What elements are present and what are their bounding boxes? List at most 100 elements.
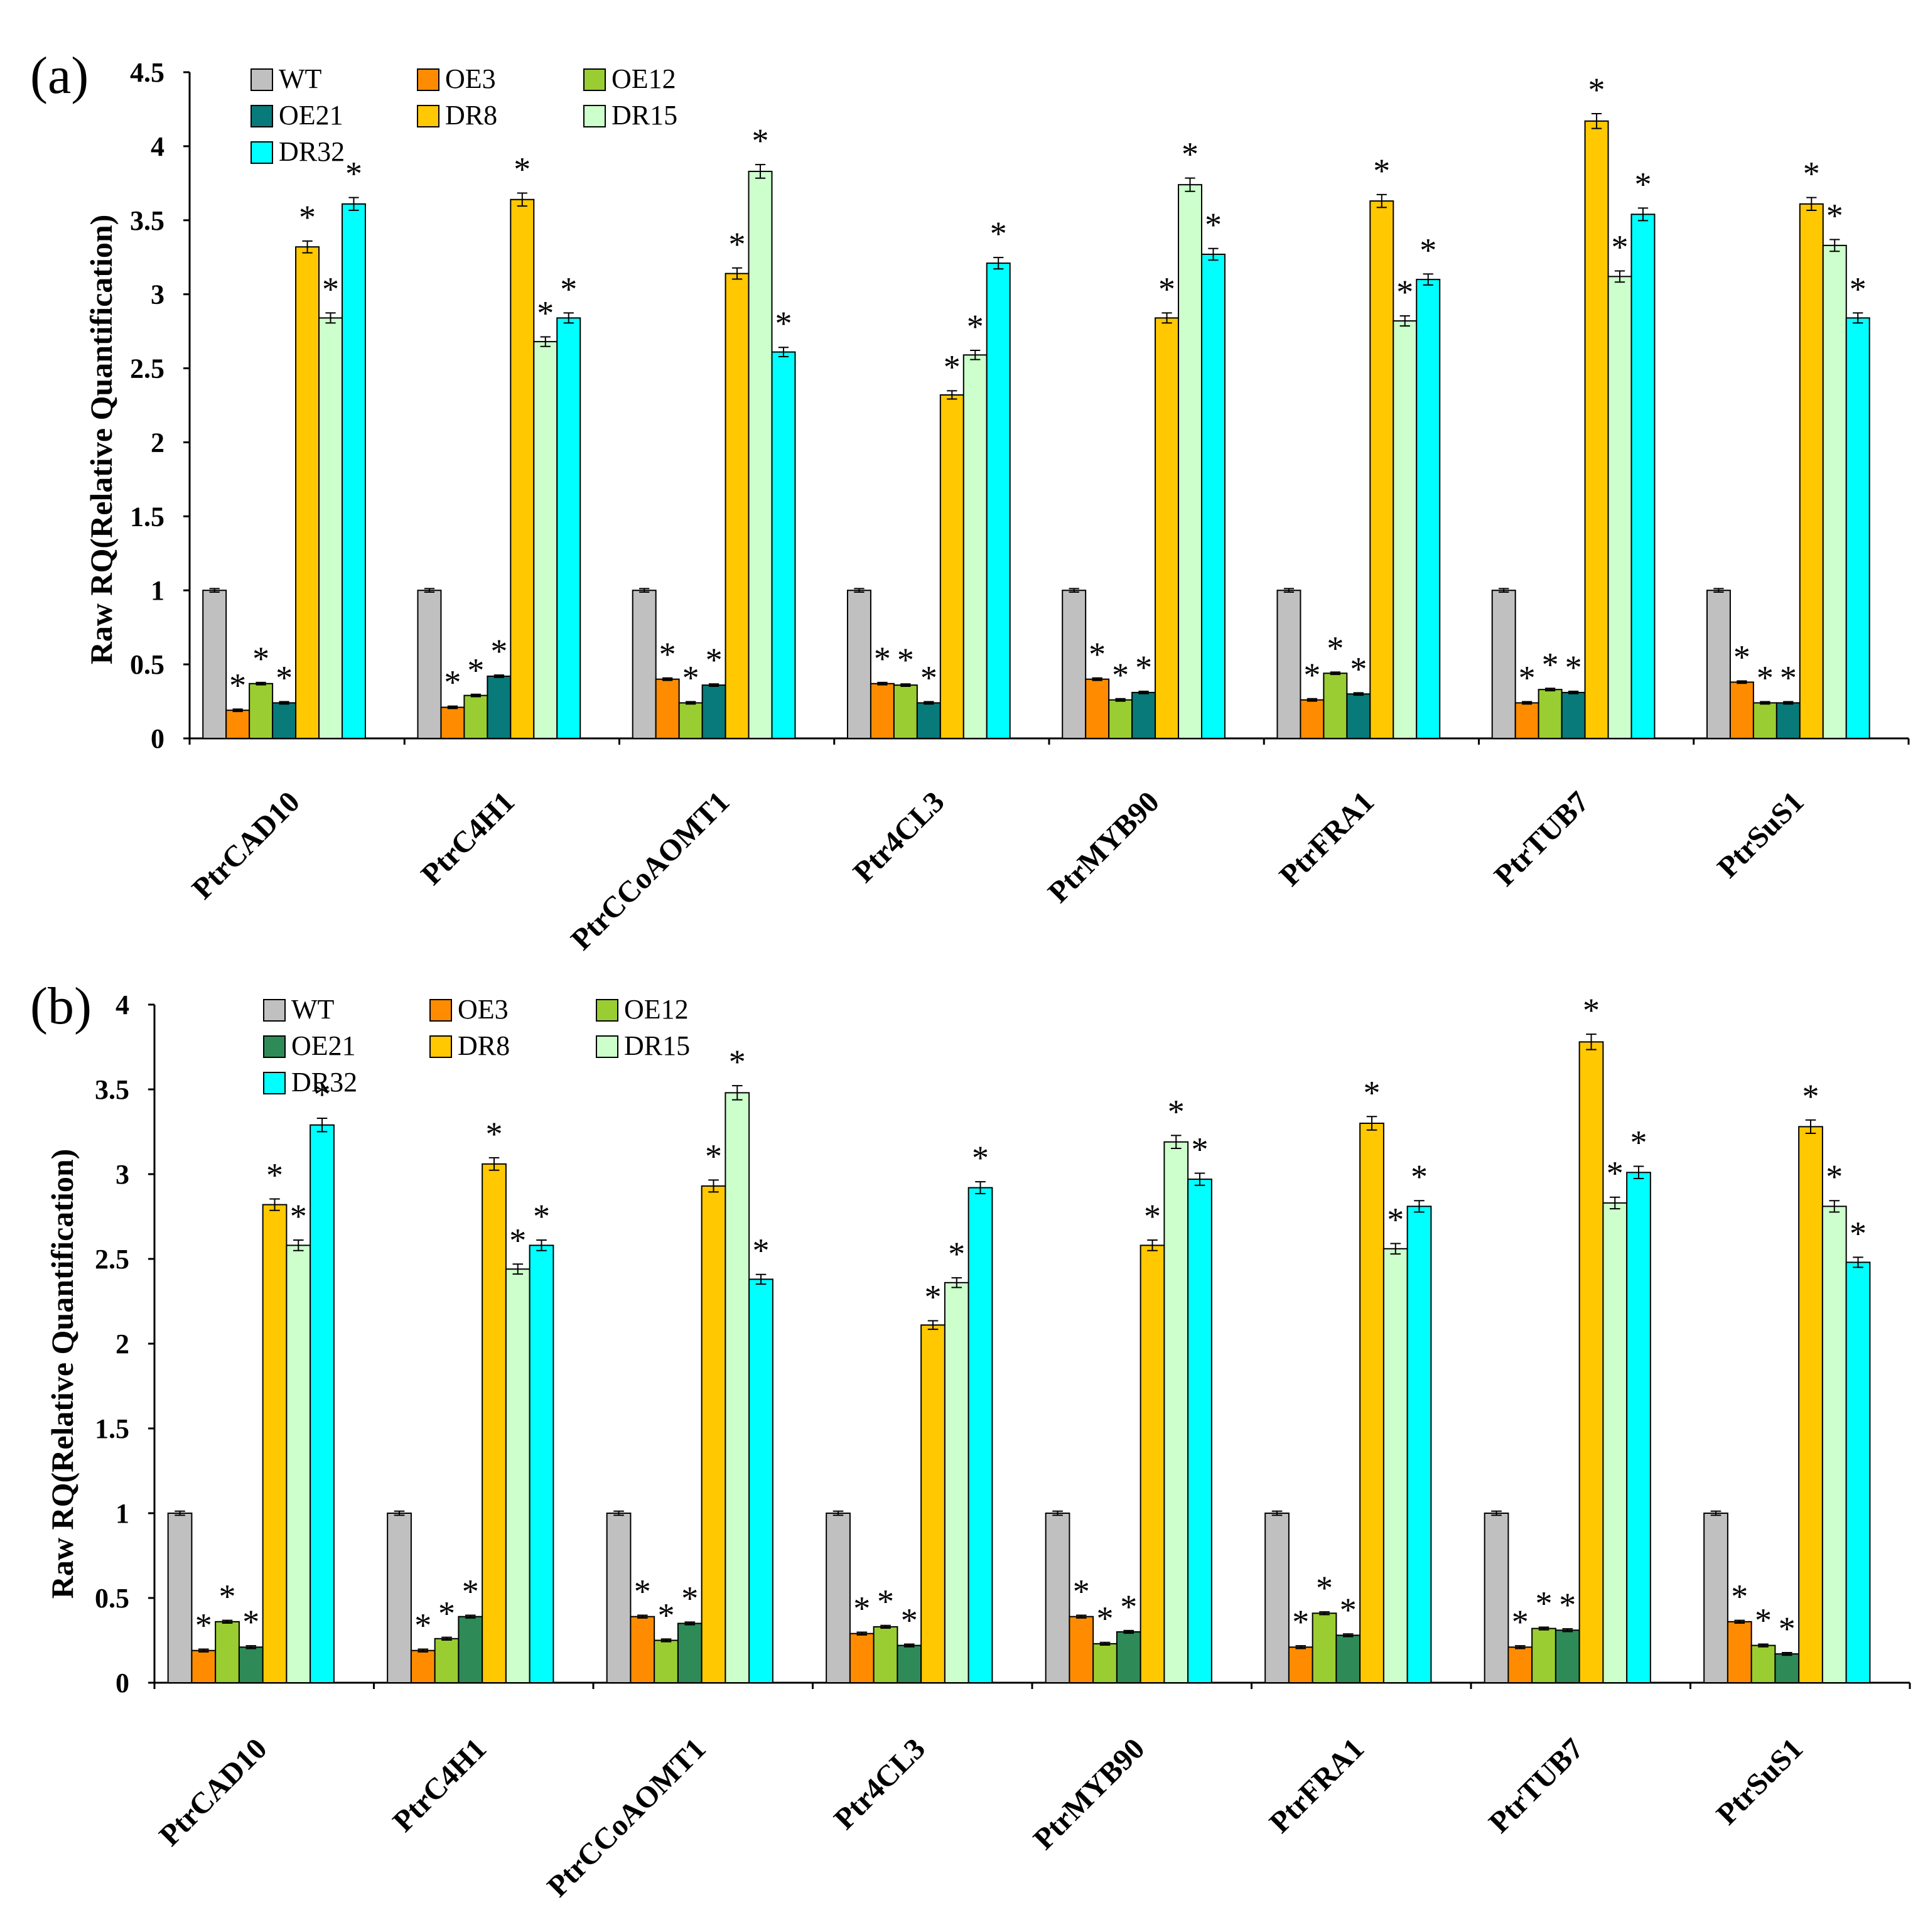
significance-marker-b: * (1073, 1573, 1090, 1611)
x-category-label-a: PtrSuS1 (1711, 785, 1810, 884)
bar-b-DR8-PtrTUB7 (1578, 1041, 1604, 1683)
bar-b-DR32-PtrTUB7 (1626, 1172, 1651, 1683)
bar-a-OE12-PtrTUB7 (1538, 689, 1563, 740)
y-tick-label-a: 0 (151, 723, 164, 754)
significance-marker-a: * (1205, 206, 1222, 244)
x-category-label-b: PtrC4H1 (387, 1732, 493, 1838)
chart-b-svg: (b) Raw RQ(Relative Quantification) 0 0.5 1 1… (30, 977, 1911, 1903)
y-tick-label-a: 2 (151, 427, 164, 458)
bar-a-DR8-PtrFRA1 (1369, 200, 1394, 740)
significance-marker-a: * (1350, 650, 1367, 688)
significance-marker-b: * (853, 1590, 870, 1627)
bar-a-DR15-PtrTUB7 (1607, 276, 1632, 739)
significance-marker-b: * (242, 1603, 259, 1641)
bar-a-WT-PtrCCoAOMT1 (632, 590, 657, 739)
legend-label-b-DR32: DR32 (291, 1067, 357, 1098)
legend-swatch-a-DR32 (251, 141, 273, 164)
bar-a-DR15-PtrMYB90 (1178, 184, 1202, 739)
significance-marker-b: * (1192, 1130, 1209, 1168)
significance-marker-a: * (1420, 231, 1436, 269)
panel-label-b: (b) (30, 977, 92, 1035)
bar-a-DR32-PtrCCoAOMT1 (771, 351, 796, 739)
significance-marker-a: * (560, 270, 577, 308)
y-tick-label-b: 4 (116, 990, 129, 1020)
bar-a-DR8-PtrCCoAOMT1 (725, 273, 750, 739)
significance-marker-a: * (322, 270, 339, 308)
significance-marker-b: * (925, 1278, 942, 1315)
bar-b-DR8-PtrCAD10 (262, 1204, 288, 1684)
y-tick-label-a: 1.5 (130, 501, 164, 532)
bar-b-WT-PtrTUB7 (1484, 1513, 1509, 1683)
bar-b-OE12-PtrFRA1 (1312, 1612, 1337, 1684)
significance-marker-a: * (1519, 659, 1536, 697)
bar-b-DR32-PtrC4H1 (529, 1244, 554, 1683)
bar-b-DR15-PtrFRA1 (1382, 1248, 1408, 1683)
x-category-label-b: PtrMYB90 (1027, 1732, 1151, 1856)
bar-b-OE12-PtrMYB90 (1092, 1643, 1118, 1684)
bar-a-DR32-PtrSuS1 (1845, 317, 1870, 739)
significance-marker-b: * (266, 1156, 283, 1194)
significance-marker-a: * (1826, 197, 1843, 234)
legend-swatch-b-DR8 (429, 1035, 452, 1058)
bar-b-OE21-PtrTUB7 (1554, 1629, 1580, 1684)
bar-a-OE3-Ptr4CL3 (870, 683, 895, 739)
legend-swatch-a-WT (251, 68, 273, 91)
bar-b-OE3-PtrC4H1 (410, 1649, 436, 1683)
legend-swatch-a-OE3 (417, 68, 439, 91)
bar-a-DR32-PtrFRA1 (1416, 279, 1441, 740)
bar-b-OE21-PtrCCoAOMT1 (677, 1622, 703, 1683)
legend-label-b-DR8: DR8 (458, 1030, 510, 1061)
bar-a-DR32-Ptr4CL3 (986, 262, 1011, 739)
bar-a-DR15-PtrCAD10 (318, 317, 343, 739)
significance-marker-b: * (195, 1607, 212, 1644)
bar-b-OE3-Ptr4CL3 (849, 1632, 875, 1683)
bar-b-DR15-Ptr4CL3 (944, 1282, 969, 1683)
significance-marker-a: * (1373, 152, 1390, 190)
significance-marker-a: * (1588, 71, 1605, 109)
chart-panel-a: (a) Raw RQ(Relative Quantification) 0 0.5 1 1… (30, 46, 1910, 956)
significance-marker-a: * (990, 215, 1007, 252)
legend-label-b-OE3: OE3 (458, 994, 509, 1025)
bar-b-OE3-PtrMYB90 (1069, 1616, 1094, 1683)
x-category-label-a: Ptr4CL3 (847, 785, 951, 889)
significance-marker-b: * (1512, 1603, 1529, 1641)
chart-panel-b: (b) Raw RQ(Relative Quantification) 0 0.5 1 1… (0, 966, 1918, 1932)
significance-marker-a: * (1565, 649, 1582, 686)
significance-marker-b: * (634, 1573, 651, 1611)
significance-marker-b: * (486, 1115, 503, 1153)
significance-marker-a: * (276, 659, 293, 697)
x-category-label-a: PtrC4H1 (415, 785, 521, 891)
bar-b-DR32-PtrCCoAOMT1 (748, 1278, 773, 1683)
significance-marker-a: * (1803, 155, 1820, 193)
y-tick-label-b: 1 (116, 1498, 129, 1529)
x-category-label-b: PtrFRA1 (1263, 1732, 1371, 1839)
x-category-label-b: PtrCAD10 (153, 1732, 273, 1852)
bar-b-OE21-PtrC4H1 (458, 1616, 483, 1683)
bar-b-OE12-Ptr4CL3 (873, 1626, 898, 1684)
bar-a-DR8-Ptr4CL3 (939, 394, 964, 739)
bar-a-WT-PtrCAD10 (202, 590, 227, 739)
significance-marker-a: * (490, 632, 507, 670)
bar-a-OE12-PtrFRA1 (1323, 672, 1348, 740)
x-category-label-a: PtrFRA1 (1273, 785, 1381, 892)
bar-b-DR15-PtrMYB90 (1163, 1141, 1189, 1683)
x-category-label-a: PtrMYB90 (1042, 785, 1166, 909)
bar-a-WT-Ptr4CL3 (846, 590, 871, 739)
bar-b-OE12-PtrCAD10 (215, 1621, 240, 1684)
chart-a-svg: (a) Raw RQ(Relative Quantification) 0 0.5 1 1… (30, 46, 1910, 956)
bar-b-OE3-PtrCAD10 (191, 1649, 217, 1683)
legend-swatch-b-OE12 (596, 999, 618, 1022)
significance-marker-a: * (920, 659, 937, 697)
bar-b-OE12-PtrSuS1 (1750, 1644, 1776, 1683)
bar-a-OE3-PtrC4H1 (440, 706, 465, 740)
y-tick-label-a: 3.5 (130, 205, 164, 236)
legend-swatch-b-DR15 (596, 1035, 618, 1058)
bar-a-OE21-PtrTUB7 (1561, 691, 1586, 740)
bar-b-OE3-PtrFRA1 (1288, 1646, 1313, 1684)
significance-marker-b: * (1850, 1214, 1867, 1252)
significance-marker-a: * (345, 155, 362, 193)
bar-b-DR32-PtrMYB90 (1187, 1179, 1212, 1684)
significance-marker-a: * (1542, 645, 1559, 683)
significance-marker-b: * (1144, 1197, 1161, 1235)
bar-b-OE21-PtrSuS1 (1774, 1653, 1800, 1683)
